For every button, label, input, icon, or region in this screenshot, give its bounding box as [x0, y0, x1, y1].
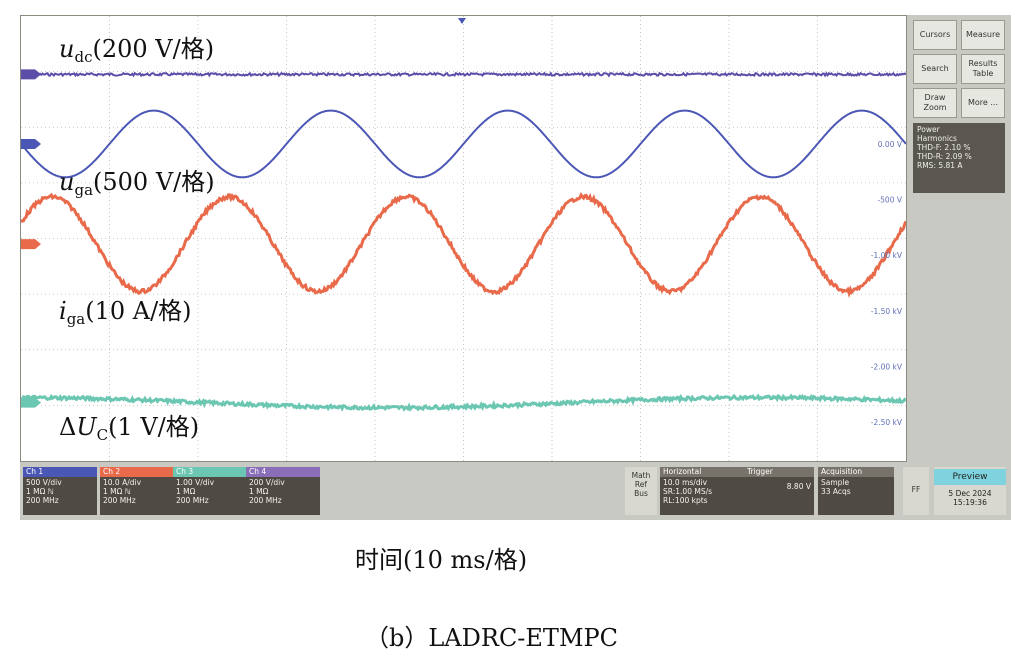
- measure-line4: RMS: 5.81 A: [917, 161, 963, 170]
- results-table-button[interactable]: Results Table: [961, 54, 1005, 84]
- search-button[interactable]: Search: [913, 54, 957, 84]
- measure-title: Power: [917, 125, 940, 134]
- scope-screen: 0.00 V -500 V -1.00 kV -1.50 kV -2.00 kV -2.5…: [20, 15, 907, 462]
- channel-4-box[interactable]: Ch 4 200 V/div 1 MΩ 200 MHz: [246, 467, 320, 515]
- more-button[interactable]: More ...: [961, 88, 1005, 118]
- channel-3-impedance: 1 MΩ: [176, 487, 196, 496]
- horizontal-scale: 10.0 ms/div: [663, 478, 708, 487]
- label-duc: ΔUC(1 V/格): [59, 413, 200, 444]
- oscilloscope: 0.00 V -500 V -1.00 kV -1.50 kV -2.00 kV -2.5…: [20, 15, 1011, 520]
- series-trace-3: [21, 393, 906, 412]
- acquisition-mode: Sample: [821, 478, 850, 487]
- waveform-plot: 0.00 V -500 V -1.00 kV -1.50 kV -2.00 kV -2.5…: [21, 16, 906, 461]
- series-trace-0: [21, 71, 906, 78]
- channel-4-bandwidth: 200 MHz: [249, 496, 282, 505]
- label-udc: udc(200 V/格): [59, 35, 215, 66]
- channel-marker-1: [21, 138, 41, 149]
- horizontal-box[interactable]: Horizontal 10.0 ms/div SR:1.00 MS/s RL:1…: [660, 467, 760, 515]
- channel-1-name: Ch 1: [23, 467, 97, 477]
- measurement-readout: Power Harmonics THD-F: 2.10 % THD-R: 2.0…: [913, 123, 1005, 193]
- channel-4-impedance: 1 MΩ: [249, 487, 269, 496]
- channel-1-scale: 500 V/div: [26, 478, 62, 487]
- measure-line3: THD-R: 2.09 %: [917, 152, 972, 161]
- acquisition-count: 33 Acqs: [821, 487, 851, 496]
- channel-2-box[interactable]: Ch 2 10.0 A/div 1 MΩ ℕ 200 MHz: [100, 467, 174, 515]
- preview-title: Preview: [934, 469, 1006, 485]
- measure-line1: Harmonics: [917, 134, 957, 143]
- channel-4-name: Ch 4: [246, 467, 320, 477]
- channel-2-impedance: 1 MΩ ℕ: [103, 487, 131, 496]
- preview-date: 5 Dec 2024: [948, 489, 992, 498]
- channel-3-scale: 1.00 V/div: [176, 478, 215, 487]
- series-trace-2: [21, 191, 906, 299]
- measure-line2: THD-F: 2.10 %: [917, 143, 971, 152]
- series-trace-1: [21, 109, 906, 179]
- acquisition-title: Acquisition: [818, 467, 894, 477]
- channel-1-impedance: 1 MΩ ℕ: [26, 487, 54, 496]
- label-uga: uga(500 V/格): [59, 168, 215, 199]
- channel-2-name: Ch 2: [100, 467, 174, 477]
- x-axis-label: 时间(10 ms/格): [355, 546, 528, 574]
- channel-1-bandwidth: 200 MHz: [26, 496, 59, 505]
- channel-marker-2: [21, 239, 41, 250]
- right-axis-label: -1.50 kV: [871, 307, 903, 316]
- channel-3-name: Ch 3: [173, 467, 247, 477]
- trigger-marker: [458, 18, 466, 24]
- trigger-title: Trigger: [744, 467, 814, 477]
- channel-2-bandwidth: 200 MHz: [103, 496, 136, 505]
- trigger-box[interactable]: Trigger 8.80 V: [744, 467, 814, 515]
- acquisition-box[interactable]: Acquisition Sample 33 Acqs: [818, 467, 894, 515]
- ff-indicator: FF: [903, 467, 929, 515]
- channel-2-scale: 10.0 A/div: [103, 478, 142, 487]
- channel-1-box[interactable]: Ch 1 500 V/div 1 MΩ ℕ 200 MHz: [23, 467, 97, 515]
- channel-marker-0: [21, 69, 41, 80]
- math-ref-bus-button[interactable]: Math Ref Bus: [625, 467, 657, 515]
- channel-marker-3: [21, 397, 41, 408]
- measure-button[interactable]: Measure: [961, 20, 1005, 50]
- trigger-level: 8.80 V: [786, 482, 811, 491]
- horizontal-record-length: RL:100 kpts: [663, 496, 708, 505]
- cursors-button[interactable]: Cursors: [913, 20, 957, 50]
- channel-4-scale: 200 V/div: [249, 478, 285, 487]
- horizontal-sample-rate: SR:1.00 MS/s: [663, 487, 713, 496]
- channel-3-bandwidth: 200 MHz: [176, 496, 209, 505]
- label-iga: iga(10 A/格): [59, 297, 192, 328]
- preview-time: 15:19:36: [953, 498, 987, 507]
- right-axis-label: -2.50 kV: [871, 418, 903, 427]
- preview-box[interactable]: Preview 5 Dec 2024 15:19:36: [934, 467, 1006, 515]
- draw-zoom-button[interactable]: Draw Zoom: [913, 88, 957, 118]
- right-axis-label: -500 V: [877, 196, 902, 205]
- channel-3-box[interactable]: Ch 3 1.00 V/div 1 MΩ 200 MHz: [173, 467, 247, 515]
- horizontal-title: Horizontal: [660, 467, 760, 477]
- right-axis-label: 0.00 V: [878, 140, 903, 149]
- right-axis-label: -1.00 kV: [871, 251, 903, 260]
- figure-caption: （b）LADRC-ETMPC: [365, 624, 619, 652]
- right-axis-label: -2.00 kV: [871, 362, 903, 371]
